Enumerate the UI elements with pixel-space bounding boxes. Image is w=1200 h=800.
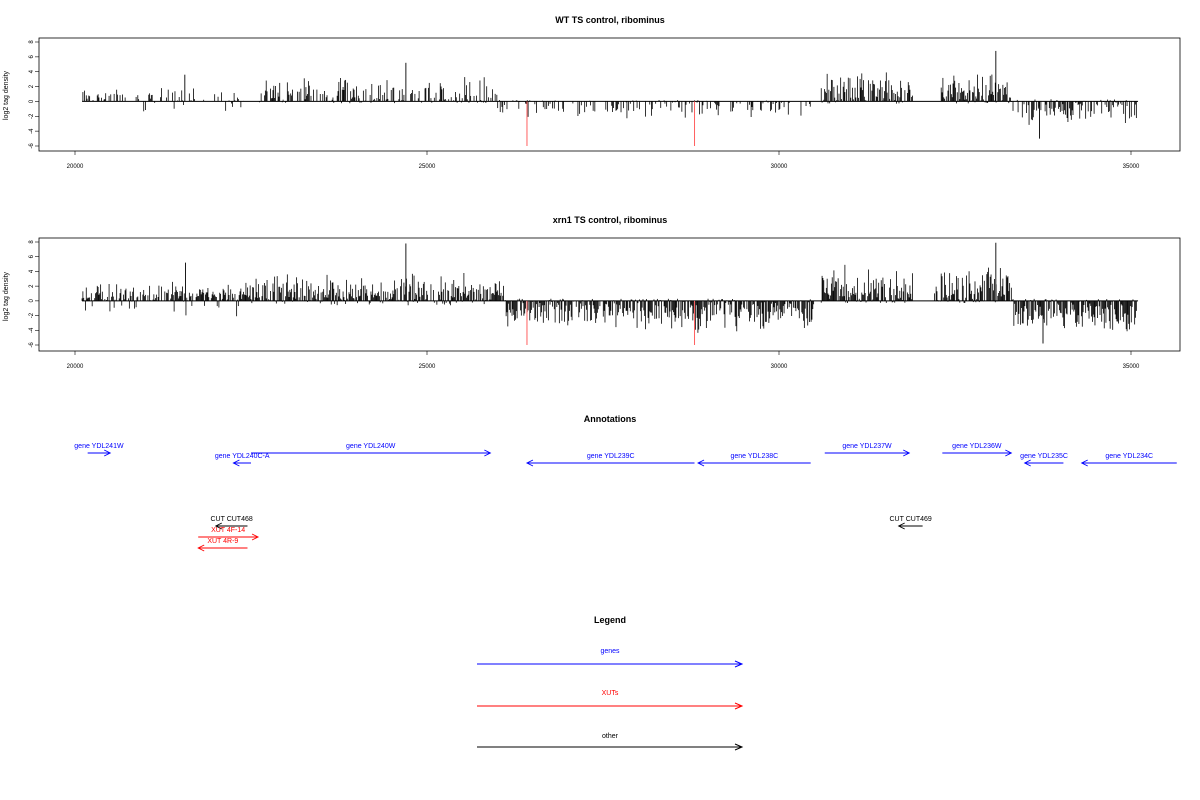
- x-tick-label: 20000: [67, 164, 84, 170]
- y-tick-label: -4: [29, 128, 35, 134]
- annotations-title: Annotations: [583, 414, 637, 424]
- x-tick-label: 30000: [771, 364, 788, 370]
- y-tick-label: 2: [29, 284, 35, 288]
- y-tick-label: 6: [29, 254, 35, 258]
- annotation-label: CUT CUT468: [210, 516, 252, 523]
- annotation-arrowhead: [214, 522, 223, 530]
- y-tick-label: -2: [29, 312, 35, 318]
- y-tick-label: -6: [29, 342, 35, 348]
- x-tick-label: 20000: [67, 364, 84, 370]
- y-tick-label: 0: [29, 99, 35, 103]
- x-tick-label: 30000: [771, 164, 788, 170]
- annotation-label: gene YDL236W: [952, 443, 1002, 450]
- annotation-arrowhead: [197, 544, 205, 552]
- legend-title: Legend: [593, 615, 626, 625]
- x-tick-label: 25000: [419, 364, 436, 370]
- annotation-arrowhead: [484, 449, 492, 457]
- y-tick-label: 2: [29, 84, 35, 88]
- annotation-arrowhead: [1023, 459, 1031, 467]
- y-tick-label: 0: [29, 299, 35, 303]
- annotation-label: XUT 4F-14: [211, 527, 245, 534]
- legend-arrowhead: [734, 660, 744, 668]
- annotation-arrowhead: [1080, 459, 1088, 467]
- annotation-label: XUT 4R-9: [207, 538, 238, 545]
- annotation-arrowhead: [525, 459, 534, 467]
- y-tick-label: -4: [29, 327, 35, 333]
- x-tick-label: 25000: [419, 164, 436, 170]
- y-tick-label: 8: [29, 240, 35, 244]
- annotation-label: gene YDL237W: [842, 443, 892, 450]
- legend-arrowhead: [734, 702, 744, 710]
- y-tick-label: -2: [29, 113, 35, 119]
- y-tick-label: -6: [29, 143, 35, 149]
- y-tick-label: 8: [29, 40, 35, 44]
- annotation-label: gene YDL240W: [346, 443, 396, 450]
- annotation-label: CUT CUT469: [890, 516, 932, 523]
- annotation-label: gene YDL240C-A: [215, 453, 270, 460]
- y-tick-label: 6: [29, 55, 35, 59]
- plot-frame: [38, 37, 1181, 152]
- annotation-label: gene YDL241W: [74, 443, 124, 450]
- chart-title-wt: WT TS control, ribominus: [555, 15, 665, 25]
- annotation-arrowhead: [697, 459, 705, 467]
- legend-label-xuts: XUTs: [601, 690, 619, 697]
- annotation-arrowhead: [1005, 449, 1013, 457]
- annotation-arrowhead: [903, 449, 911, 457]
- chart-title-xrn1: xrn1 TS control, ribominus: [552, 215, 668, 225]
- y-tick-label: 4: [29, 269, 35, 273]
- legend-arrowhead: [734, 743, 744, 751]
- annotation-arrowhead: [897, 522, 905, 530]
- y-tick-label: 4: [29, 69, 35, 73]
- plot-frame: [38, 237, 1181, 352]
- annotation-label: gene YDL239C: [587, 453, 635, 460]
- annotation-label: gene YDL238C: [730, 453, 778, 460]
- annotation-arrowhead: [103, 449, 112, 457]
- annotation-arrowhead: [251, 533, 260, 541]
- legend-label-genes: genes: [600, 648, 620, 655]
- x-tick-label: 35000: [1123, 364, 1140, 370]
- annotation-label: gene YDL234C: [1105, 453, 1153, 460]
- annotation-arrowhead: [232, 459, 240, 467]
- x-tick-label: 35000: [1123, 164, 1140, 170]
- annotation-label: gene YDL235C: [1020, 453, 1068, 460]
- legend-label-other: other: [602, 733, 618, 740]
